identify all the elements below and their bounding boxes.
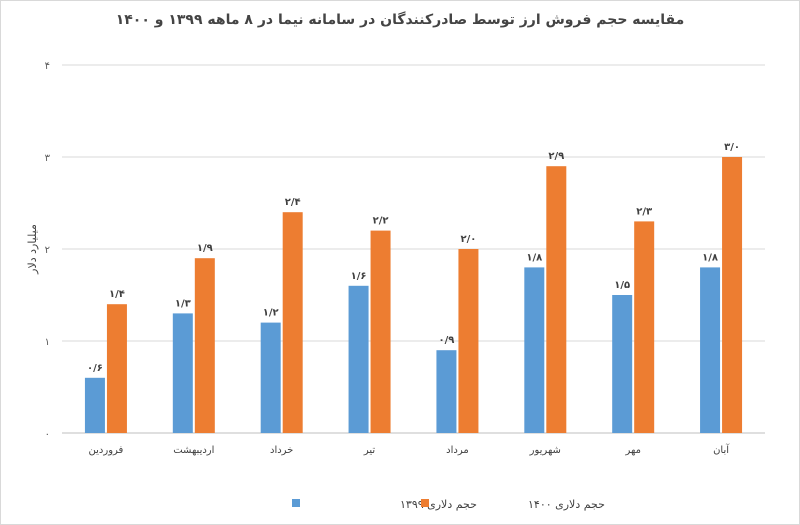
x-tick-label: فروردین [89, 445, 124, 456]
x-tick-label: مهر [624, 445, 640, 456]
x-tick-label: مرداد [446, 445, 469, 456]
bar [282, 212, 303, 433]
data-label: ۱/۶ [351, 271, 367, 282]
y-tick-label: ۱ [45, 337, 50, 348]
data-label: ۱/۹ [197, 243, 213, 254]
bar [260, 322, 281, 433]
x-tick-label: تیر [363, 445, 376, 456]
bar [700, 267, 721, 433]
bar [436, 350, 457, 433]
bar [634, 221, 655, 433]
bar [106, 304, 127, 433]
legend-label: حجم دلاری ۱۴۰۰ [528, 498, 605, 511]
bar [348, 285, 369, 433]
y-tick-label: ۳ [45, 153, 51, 164]
data-label: ۲/۹ [548, 151, 564, 162]
data-label: ۱/۲ [263, 308, 279, 319]
bar [370, 230, 391, 433]
data-label: ۲/۳ [636, 206, 652, 217]
bar [612, 295, 633, 433]
legend-swatch [292, 499, 300, 507]
bar [172, 313, 193, 433]
data-label: ۱/۵ [614, 280, 630, 291]
y-axis-label: میلیارد دلار [26, 224, 39, 275]
x-tick-label: شهریور [529, 445, 561, 456]
data-label: ۱/۸ [526, 252, 542, 263]
data-label: ۱/۴ [109, 289, 125, 300]
bar [722, 157, 743, 433]
bar [458, 249, 479, 433]
bar [524, 267, 545, 433]
y-tick-label: ۰ [45, 429, 50, 440]
data-label: ۱/۸ [702, 252, 718, 263]
data-label: ۲/۲ [373, 216, 389, 227]
data-label: ۲/۰ [461, 234, 477, 245]
y-tick-label: ۴ [45, 61, 50, 72]
chart-title: مقایسه حجم فروش ارز توسط صادرکنندگان در … [116, 11, 685, 28]
bar [194, 258, 215, 433]
y-tick-label: ۲ [45, 245, 50, 256]
legend-label: حجم دلاری ۱۳۹۹ [400, 498, 477, 511]
bar [546, 166, 567, 433]
legend-swatch [421, 499, 429, 507]
x-tick-label: خرداد [270, 445, 293, 456]
data-label: ۲/۴ [285, 197, 301, 208]
data-label: ۱/۳ [175, 298, 191, 309]
bar [84, 377, 105, 433]
data-label: ۳/۰ [724, 142, 740, 153]
data-label: ۰/۶ [87, 363, 103, 374]
data-label: ۰/۹ [439, 335, 455, 346]
x-tick-label: اردیبهشت [173, 445, 214, 456]
x-tick-label: آبان [713, 443, 730, 456]
